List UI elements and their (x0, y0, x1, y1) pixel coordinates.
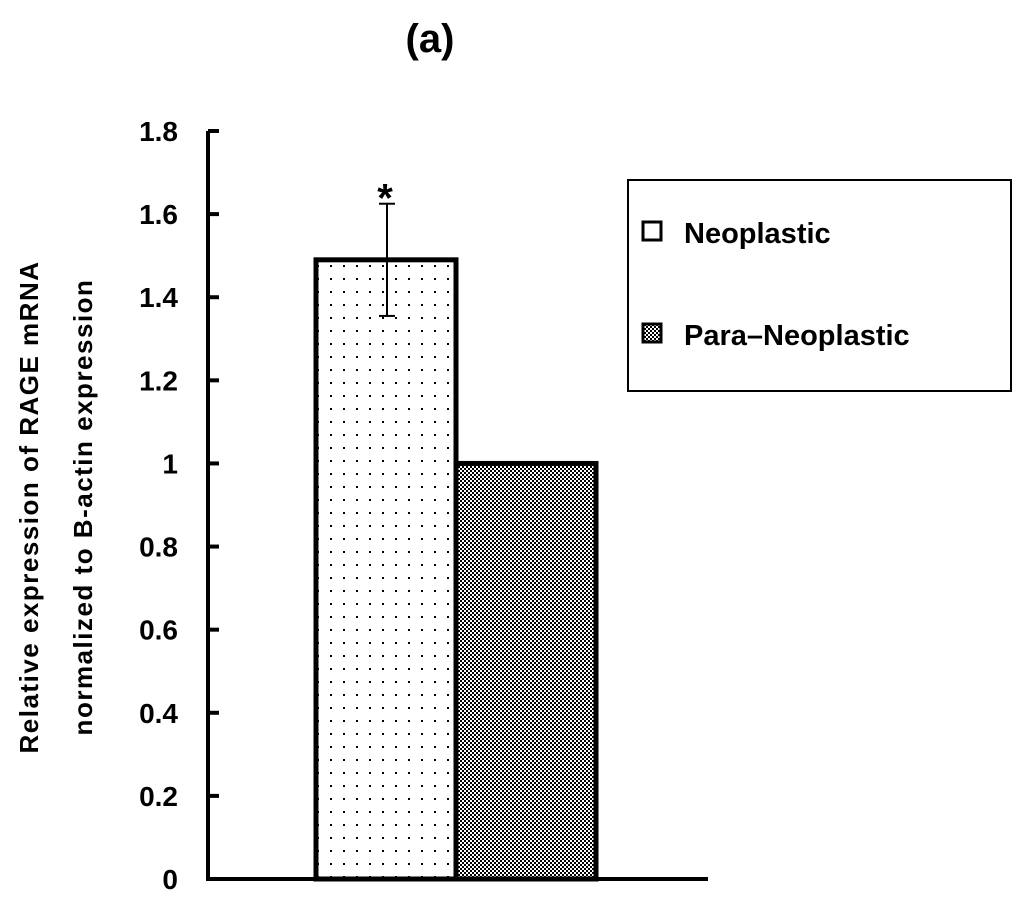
legend: Neoplastic Para–Neoplastic (627, 179, 1012, 392)
y-tick-label-6: 1.2 (139, 365, 178, 396)
y-tick-label-7: 1.4 (139, 282, 178, 313)
legend-swatch-para-neoplastic (641, 322, 663, 344)
chart-title: (a) (406, 17, 455, 61)
y-tick-label-2: 0.4 (139, 698, 178, 729)
y-tick-label-9: 1.8 (139, 116, 178, 147)
y-tick-label-0: 0 (162, 864, 178, 895)
y-axis-label-line-1: Relative expression of RAGE mRNA (14, 260, 44, 753)
y-tick-label-4: 0.8 (139, 532, 178, 563)
y-tick-label-1: 0.2 (139, 781, 178, 812)
y-tick-label-8: 1.6 (139, 199, 178, 230)
bar-para-neoplastic (453, 460, 599, 882)
y-ticks: 0 0.2 0.4 0.6 0.8 1 1.2 1.4 1.6 1.8 (139, 116, 219, 895)
y-axis-label-line-2: normalized to B-actin expression (68, 279, 98, 736)
bar-neoplastic (313, 257, 459, 882)
bars: * (313, 177, 599, 882)
y-axis-label: Relative expression of RAGE mRNA normali… (14, 260, 98, 753)
legend-box (627, 179, 1012, 392)
legend-swatch-neoplastic (641, 220, 663, 242)
y-tick-label-3: 0.6 (139, 615, 178, 646)
y-tick-label-5: 1 (162, 448, 178, 479)
significance-marker: * (377, 177, 393, 221)
legend-label-neoplastic: Neoplastic (684, 218, 831, 250)
legend-label-para-neoplastic: Para–Neoplastic (684, 320, 910, 352)
